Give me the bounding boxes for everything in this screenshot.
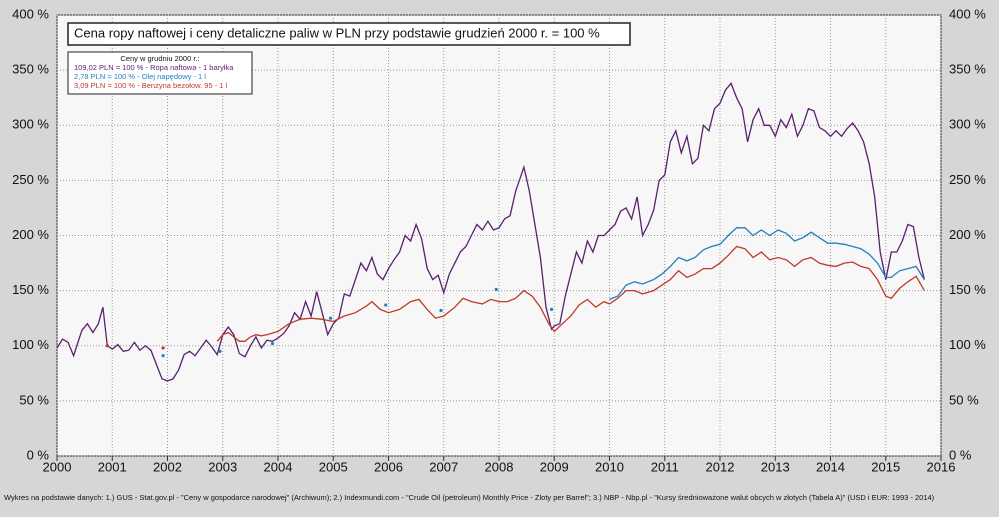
y2-tick-label: 150 %: [949, 282, 986, 297]
y2-tick-label: 200 %: [949, 227, 986, 242]
x-tick-label: 2013: [761, 459, 790, 474]
data-point: [384, 303, 388, 307]
y2-tick-label: 400 %: [949, 6, 986, 21]
series-line: [56, 82, 926, 382]
grid: 0 % 0 % 50 % 50 % 100 % 100 % 150 % 150 % 200 % 2…: [12, 6, 986, 474]
y2-tick-label: 250 %: [949, 172, 986, 187]
data-point: [105, 344, 109, 348]
title-box: [67, 22, 631, 46]
y-tick-label: 200 %: [12, 227, 49, 242]
y2-tick-label: 100 %: [949, 337, 986, 352]
data-point: [494, 287, 498, 292]
y2-tick-label: 350 %: [949, 62, 986, 77]
chart-title: Cena ropy naftowej i ceny detaliczne pal…: [74, 25, 600, 40]
y-tick-label: 300 %: [12, 117, 49, 132]
data-point: [328, 316, 333, 320]
y2-tick-label: 0 %: [949, 447, 972, 462]
x-tick-label: 2003: [208, 459, 237, 474]
data-point: [218, 349, 222, 353]
series-layer: [56, 82, 926, 382]
legend-entry: 3,09 PLN = 100 % - Benzyna bezołow. 95 -…: [74, 81, 228, 90]
x-tick-label: 2001: [98, 459, 127, 474]
y2-tick-label: 300 %: [949, 117, 986, 132]
data-point: [439, 308, 443, 313]
x-tick-label: 2012: [706, 459, 735, 474]
data-point: [161, 346, 165, 350]
legend-entry: 109,02 PLN = 100 % - Ropa naftowa - 1 ba…: [74, 63, 234, 72]
x-tick-label: 2004: [264, 459, 293, 474]
x-tick-label: 2014: [816, 459, 845, 474]
x-tick-label: 2016: [927, 459, 956, 474]
y-tick-label: 150 %: [12, 282, 49, 297]
x-tick-label: 2002: [153, 459, 182, 474]
y-tick-label: 100 %: [12, 337, 49, 352]
y-tick-label: 400 %: [12, 6, 49, 21]
x-tick-label: 2011: [651, 459, 679, 474]
y-tick-label: 50 %: [19, 392, 49, 407]
y2-tick-label: 50 %: [949, 392, 979, 407]
y-tick-label: 250 %: [12, 172, 49, 187]
series-line: [216, 245, 925, 342]
y-tick-label: 0 %: [27, 447, 50, 462]
data-point: [270, 341, 275, 346]
x-tick-label: 2006: [374, 459, 403, 474]
x-tick-label: 2009: [540, 459, 569, 474]
x-tick-label: 2005: [319, 459, 348, 474]
y-tick-label: 350 %: [12, 62, 49, 77]
series-line: [609, 227, 925, 301]
x-tick-label: 2015: [871, 459, 900, 474]
legend-entry: 2,78 PLN = 100 % - Olej napędowy - 1 l: [74, 72, 206, 81]
source-note: Wykres na podstawie danych: 1.) GUS - St…: [4, 493, 935, 502]
x-tick-label: 2007: [429, 459, 458, 474]
data-point: [549, 307, 554, 311]
x-tick-label: 2010: [595, 459, 624, 474]
legend: 109,02 PLN = 100 % - Ropa naftowa - 1 ba…: [74, 63, 234, 90]
legend-box: [67, 51, 253, 95]
x-tick-label: 2008: [485, 459, 514, 474]
data-point: [161, 354, 165, 358]
x-tick-label: 2000: [43, 459, 72, 474]
legend-title: Ceny w grudniu 2000 r.:: [120, 54, 199, 63]
